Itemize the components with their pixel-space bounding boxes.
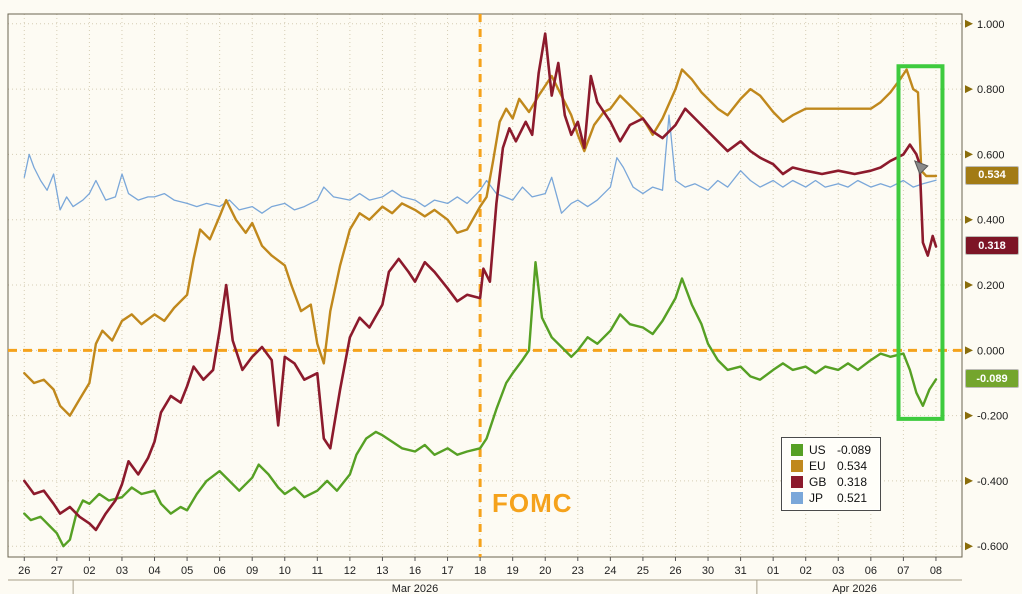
- x-tick-label: 26: [669, 565, 681, 577]
- x-axis: 26 27 02 03 04 05 06 09 10 11 12 13 16 17 18 19 20 23 24 25…: [8, 557, 962, 594]
- series-line-gb: [22, 32, 938, 532]
- x-tick-label: 25: [637, 565, 649, 577]
- legend-label-jp: JP: [809, 491, 824, 505]
- y-tick-arrow-icon: [965, 215, 973, 224]
- y-tick-label: -0.400: [977, 476, 1008, 488]
- x-tick-label: 06: [214, 565, 226, 577]
- fomc-annotation-label: FOMC: [492, 488, 573, 518]
- x-tick-label: 09: [246, 565, 258, 577]
- x-tick-label: 11: [312, 565, 323, 577]
- y-tick-label: 0.000: [977, 345, 1005, 357]
- legend-label-gb: GB: [809, 475, 827, 489]
- y-tick-label: 0.800: [977, 84, 1005, 96]
- legend-swatch-jp: [791, 492, 803, 504]
- legend-label-eu: EU: [809, 459, 826, 473]
- y-tick-arrow-icon: [965, 346, 973, 355]
- x-tick-label: 27: [51, 565, 63, 577]
- legend-swatch-us: [791, 444, 803, 456]
- y-tick-arrow-icon: [965, 476, 973, 485]
- y-tick-label: 0.400: [977, 215, 1005, 227]
- x-tick-label: 17: [441, 565, 453, 577]
- legend-swatch-eu: [791, 460, 803, 472]
- x-tick-label: 01: [767, 565, 779, 577]
- legend-item-us: US -0.089: [791, 444, 871, 456]
- x-tick-label: 10: [279, 565, 291, 577]
- x-tick-label: 30: [702, 565, 714, 577]
- y-tick-arrow-icon: [965, 281, 973, 290]
- x-tick-label: 04: [148, 565, 160, 577]
- x-tick-label: 03: [832, 565, 844, 577]
- axis-value-label-gb: 0.318: [966, 237, 1018, 255]
- x-tick-label: 23: [572, 565, 584, 577]
- x-tick-label: 07: [897, 565, 909, 577]
- mouse-cursor-icon: [913, 160, 929, 175]
- legend-label-us: US: [809, 443, 826, 457]
- x-tick-label: 16: [409, 565, 421, 577]
- x-tick-label: 06: [865, 565, 877, 577]
- x-tick-label: 19: [507, 565, 519, 577]
- x-tick-label: 08: [930, 565, 942, 577]
- legend-value-us: -0.089: [837, 443, 872, 457]
- x-tick-label: 02: [83, 565, 95, 577]
- axis-value-label-us: -0.089: [966, 370, 1018, 388]
- x-tick-label: 18: [474, 565, 486, 577]
- plot-frame: [7, 13, 963, 558]
- x-tick-label: 03: [116, 565, 128, 577]
- x-tick-label: 20: [539, 565, 551, 577]
- x-tick-label: 12: [344, 565, 356, 577]
- legend-swatch-gb: [791, 476, 803, 488]
- y-tick-arrow-icon: [965, 411, 973, 420]
- legend-value-jp: 0.521: [837, 491, 868, 505]
- y-tick-label: 1.000: [977, 19, 1005, 31]
- series-line-us: [23, 261, 938, 548]
- x-tick-label: 13: [376, 565, 388, 577]
- legend-item-jp: JP 0.521: [791, 492, 871, 504]
- y-tick-label: -0.200: [977, 411, 1008, 423]
- y-tick-label: 0.600: [977, 149, 1005, 161]
- x-tick-label: 05: [181, 565, 193, 577]
- axis-value-label-eu: 0.534: [966, 166, 1018, 184]
- x-tick-label: 24: [604, 565, 616, 577]
- y-tick-label: -0.600: [977, 541, 1008, 553]
- series-line-eu: [23, 68, 938, 417]
- y-tick-arrow-icon: [965, 150, 973, 159]
- y-tick-arrow-icon: [965, 542, 973, 551]
- y-tick-arrow-icon: [965, 85, 973, 94]
- legend-value-eu: 0.534: [837, 459, 868, 473]
- legend-item-gb: GB 0.318: [791, 476, 871, 488]
- highlight-box: [896, 64, 945, 421]
- y-tick-label: 0.200: [977, 280, 1005, 292]
- y-axis: 1.000 0.800 0.600 0.400 0.200 0.000 -0.200 -0.4…: [965, 19, 1008, 553]
- y-tick-arrow-icon: [965, 19, 973, 28]
- legend-value-gb: 0.318: [837, 475, 868, 489]
- series-line-jp: [23, 114, 937, 214]
- month-label: Mar 2026: [392, 583, 438, 594]
- x-tick-label: 26: [18, 565, 30, 577]
- legend-item-eu: EU 0.534: [791, 460, 871, 472]
- month-label: Apr 2026: [832, 583, 877, 594]
- chart-legend: US -0.089 EU 0.534 GB 0.318 JP 0.521: [781, 437, 882, 511]
- x-tick-label: 31: [734, 565, 746, 577]
- x-tick-label: 02: [800, 565, 812, 577]
